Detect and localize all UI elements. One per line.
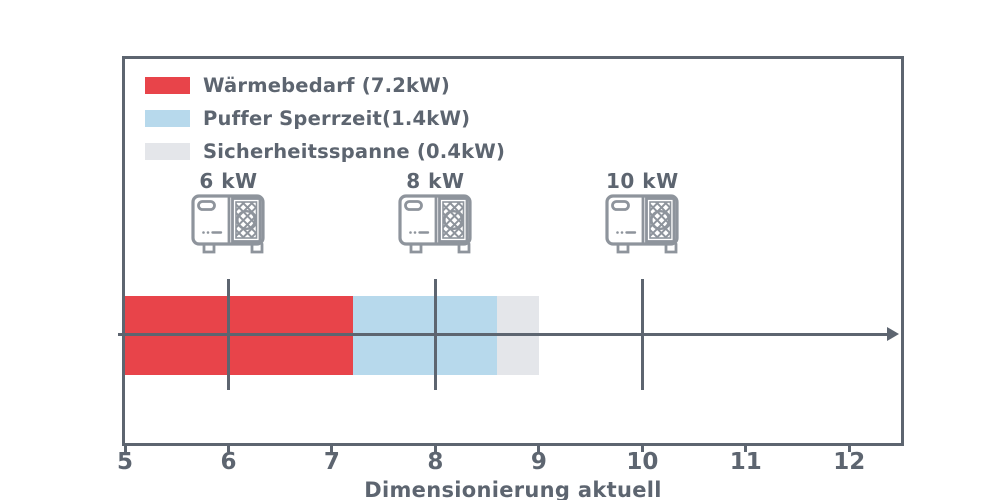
heat-pump-icon bbox=[398, 194, 472, 254]
pump-icon-wrap-10-kw bbox=[605, 194, 679, 260]
x-tick-label-10: 10 bbox=[626, 449, 659, 475]
x-tick-mark-8 bbox=[433, 446, 437, 452]
x-tick-label-7: 7 bbox=[323, 449, 340, 475]
x-tick-label-8: 8 bbox=[427, 449, 444, 475]
axis-arrow-line bbox=[118, 333, 889, 336]
x-tick-mark-6 bbox=[226, 446, 230, 452]
x-tick-label-9: 9 bbox=[530, 449, 547, 475]
x-tick-mark-12 bbox=[847, 446, 851, 452]
heat-pump-icon bbox=[605, 194, 679, 254]
legend-label: Puffer Sperrzeit(1.4kW) bbox=[203, 107, 471, 130]
x-axis-label: Dimensionierung aktuell bbox=[364, 478, 662, 500]
legend-swatch-waermebedarf bbox=[145, 77, 190, 94]
legend-swatch-puffer-sperrzeit bbox=[145, 110, 190, 127]
x-tick-mark-11 bbox=[744, 446, 748, 452]
x-tick-label-11: 11 bbox=[729, 449, 762, 475]
pump-label-6-kw: 6 kW bbox=[199, 169, 258, 193]
legend-label: Wärmebedarf (7.2kW) bbox=[203, 74, 450, 97]
pump-label-8-kw: 8 kW bbox=[406, 169, 465, 193]
legend: Wärmebedarf (7.2kW) Puffer Sperrzeit(1.4… bbox=[145, 74, 506, 176]
x-tick-label-5: 5 bbox=[116, 449, 134, 475]
plot-area: Wärmebedarf (7.2kW) Puffer Sperrzeit(1.4… bbox=[117, 56, 904, 500]
x-tick-label-12: 12 bbox=[833, 449, 866, 475]
heat-pump-icon bbox=[191, 194, 266, 254]
plot-frame bbox=[122, 56, 904, 446]
axis-arrow-head-icon bbox=[887, 327, 899, 341]
x-tick-label-6: 6 bbox=[220, 449, 237, 475]
x-tick-mark-7 bbox=[330, 446, 334, 452]
x-tick-mark-5 bbox=[123, 446, 127, 452]
legend-item-puffer-sperrzeit: Puffer Sperrzeit(1.4kW) bbox=[145, 107, 505, 130]
legend-item-sicherheitsspanne: Sicherheitsspanne (0.4kW) bbox=[145, 140, 506, 163]
legend-label: Sicherheitsspanne (0.4kW) bbox=[203, 140, 506, 163]
legend-item-waermebedarf: Wärmebedarf (7.2kW) bbox=[145, 74, 505, 97]
pump-icon-wrap-8-kw bbox=[398, 194, 472, 260]
x-tick-mark-10 bbox=[640, 446, 644, 452]
pump-label-10-kw: 10 kW bbox=[606, 169, 679, 193]
pump-icon-wrap-6-kw bbox=[191, 194, 266, 260]
x-tick-mark-9 bbox=[537, 446, 541, 452]
legend-swatch-sicherheitsspanne bbox=[145, 143, 190, 160]
